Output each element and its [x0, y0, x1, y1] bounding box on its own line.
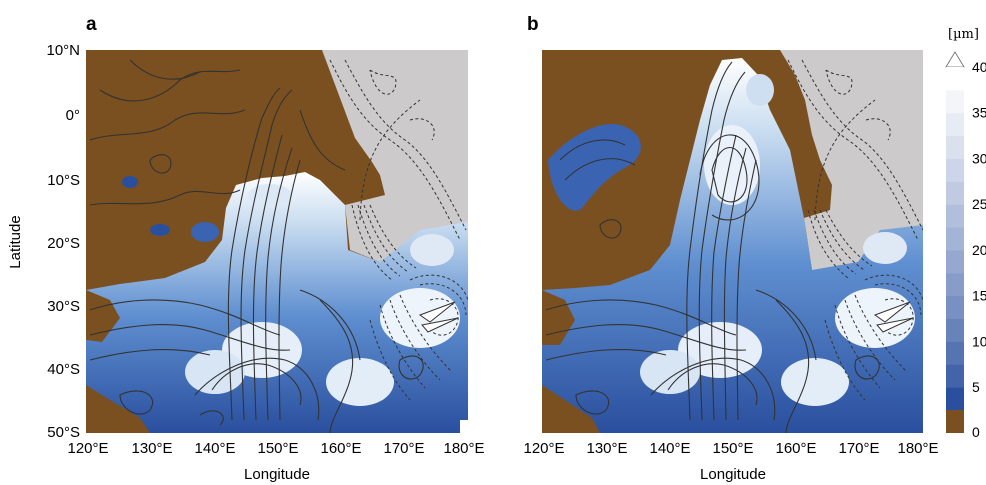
- x-tick-label: 150°E: [257, 440, 298, 457]
- panel-b-dashed-contours: [787, 59, 923, 401]
- y-tick-label: 10°N: [46, 42, 80, 59]
- colorbar-step: [946, 135, 964, 159]
- panel-b-northwest-blob: [548, 124, 641, 211]
- panel-a-land-patch-1: [86, 290, 120, 342]
- x-tick-label: 130°E: [586, 440, 627, 457]
- panel-a-dashed-contours: [329, 59, 468, 401]
- panel-b-map: [542, 50, 923, 433]
- x-tick-label: 120°E: [523, 440, 564, 457]
- x-tick-label: 160°E: [775, 440, 816, 457]
- colorbar-step: [946, 387, 964, 411]
- panel-b-label: b: [527, 14, 539, 35]
- panel-b: b: [523, 14, 938, 483]
- colorbar: [µm] 0 5 10 15 20 25 30 35 40: [945, 27, 986, 440]
- panel-a-contours: [89, 59, 424, 433]
- colorbar-ticks: 0 5 10 15 20 25 30 35 40: [972, 59, 986, 440]
- panel-b-highlight-1: [704, 125, 760, 205]
- panel-b-spike-2: [876, 317, 914, 333]
- y-tick-label: 30°S: [47, 298, 80, 315]
- panel-b-highlight-5: [835, 288, 915, 348]
- colorbar-tick-label: 20: [972, 242, 986, 258]
- colorbar-step: [946, 295, 964, 320]
- x-tick-label: 140°E: [194, 440, 235, 457]
- panel-a-masked-region: [322, 50, 468, 262]
- panel-a-spike-2: [421, 317, 459, 333]
- colorbar-extend-arrow: [945, 51, 965, 68]
- x-axis-title: Longitude: [700, 466, 766, 483]
- panel-a-map: [86, 50, 468, 433]
- y-tick-label: 50°S: [47, 424, 80, 441]
- panel-a-label: a: [86, 14, 97, 35]
- colorbar-step: [946, 112, 964, 137]
- panel-b-land-patch-1: [542, 290, 575, 345]
- colorbar-step: [946, 67, 964, 91]
- colorbar-step: [946, 249, 964, 274]
- colorbar-tick-label: 35: [972, 105, 986, 121]
- panel-a-highlight-4: [326, 358, 394, 406]
- y-tick-label: 40°S: [47, 361, 80, 378]
- colorbar-tick-label: 15: [972, 288, 986, 304]
- panel-a-land-patch-2: [86, 385, 150, 433]
- colorbar-step: [946, 204, 964, 228]
- colorbar-step: [946, 158, 964, 182]
- x-tick-label: 170°E: [838, 440, 879, 457]
- panel-a-axes: 10°N 0° 10°S 20°S 30°S 40°S 50°S 120°E 1…: [7, 42, 485, 483]
- colorbar-unit: [µm]: [948, 27, 979, 42]
- panel-b-land-patch-2: [542, 385, 600, 433]
- colorbar-step: [946, 341, 964, 365]
- panel-a-highlight-3: [185, 350, 245, 394]
- colorbar-step: [946, 272, 964, 297]
- panel-a-blob-1: [122, 176, 138, 188]
- colorbar-tick-label: 30: [972, 150, 986, 166]
- panel-b-highlight-7: [746, 74, 774, 106]
- panel-a-highlight-5: [380, 288, 460, 348]
- x-tick-label: 130°E: [131, 440, 172, 457]
- colorbar-tick-label: 0: [972, 424, 980, 440]
- x-tick-label: 150°E: [712, 440, 753, 457]
- panel-a-highlight-6: [410, 234, 454, 266]
- panel-b-spike-1: [873, 301, 911, 323]
- colorbar-zero-swatch: [946, 410, 964, 433]
- panel-a-highlight-1: [248, 184, 292, 208]
- x-axis-title: Longitude: [244, 466, 310, 483]
- x-tick-label: 180°E: [443, 440, 484, 457]
- panel-a-spike-1: [418, 301, 456, 323]
- panel-b-contours: [545, 61, 880, 433]
- y-tick-label: 0°: [66, 107, 80, 124]
- panel-b-highlight-6: [863, 232, 907, 264]
- colorbar-step: [946, 89, 964, 114]
- panel-a-corner-white: [460, 420, 468, 433]
- colorbar-tick-label: 5: [972, 379, 980, 395]
- colorbar-tick-label: 40: [972, 59, 986, 75]
- colorbar-tick-label: 25: [972, 196, 986, 212]
- panel-b-highlight-4: [781, 358, 849, 406]
- colorbar-step: [946, 364, 964, 388]
- y-axis-title: Latitude: [7, 215, 24, 268]
- panel-b-masked-region: [780, 50, 923, 270]
- panel-a: a: [7, 14, 485, 483]
- colorbar-step: [946, 227, 964, 251]
- panel-a-blob-3: [191, 222, 219, 242]
- panel-b-ocean-field: [542, 58, 923, 433]
- colorbar-step: [946, 318, 964, 342]
- x-tick-label: 120°E: [67, 440, 108, 457]
- x-tick-label: 160°E: [320, 440, 361, 457]
- colorbar-step: [946, 181, 964, 205]
- colorbar-steps: [946, 67, 964, 411]
- panel-a-blob-2: [150, 224, 170, 236]
- colorbar-tick-label: 10: [972, 333, 986, 349]
- x-tick-label: 140°E: [649, 440, 690, 457]
- y-tick-label: 20°S: [47, 235, 80, 252]
- x-tick-label: 180°E: [897, 440, 938, 457]
- panel-b-highlight-3: [640, 350, 700, 394]
- panel-b-axes: 120°E 130°E 140°E 150°E 160°E 170°E 180°…: [523, 440, 938, 483]
- y-tick-label: 10°S: [47, 172, 80, 189]
- x-tick-label: 170°E: [383, 440, 424, 457]
